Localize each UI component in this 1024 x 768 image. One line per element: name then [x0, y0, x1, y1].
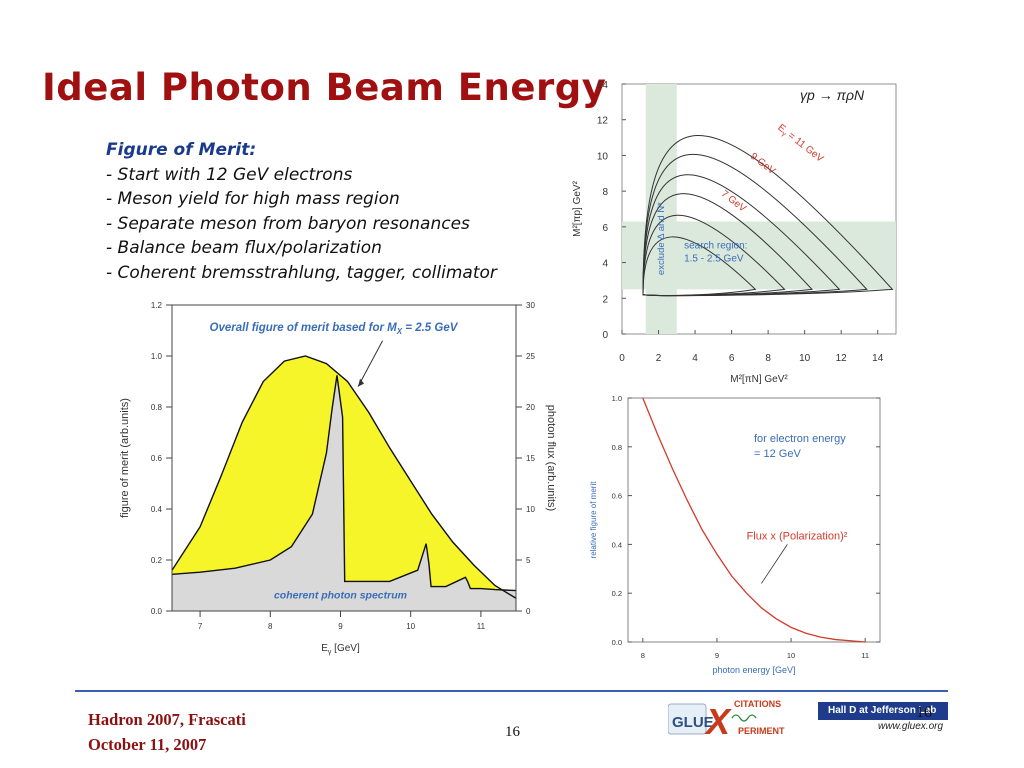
x-tick-label: 4	[692, 353, 698, 364]
y-tick-label: 10	[597, 151, 609, 162]
x-tick-label: 8	[765, 353, 771, 364]
exclude-label: exclude Δ and N*	[656, 202, 667, 275]
curve-pointer	[761, 544, 788, 584]
y-tick-label: 2	[602, 294, 608, 305]
y2-tick-label: 15	[526, 454, 535, 463]
slide-title: Ideal Photon Beam Energy	[42, 66, 607, 109]
y-tick-label: 0.0	[151, 607, 163, 616]
dalitz-contour	[642, 236, 757, 297]
flux-line	[171, 375, 517, 592]
gluex-logo: GLUE X CITATIONS PERIMENT	[668, 699, 785, 742]
footer-date: October 11, 2007	[88, 735, 207, 754]
x-tick-label: 10	[799, 353, 811, 364]
dalitz-reaction-label: γp → πρN	[800, 87, 865, 103]
x-axis-label: photon energy [GeV]	[712, 665, 795, 675]
curve-label: Flux x (Polarization)²	[747, 531, 848, 543]
footer-conference: Hadron 2007, Frascati	[88, 710, 246, 729]
exclude-band	[645, 84, 677, 334]
x-tick-label: 2	[656, 353, 662, 364]
y-tick-label: 0.8	[612, 443, 622, 452]
annotation-arrowhead	[358, 378, 365, 387]
x-tick-label: 12	[836, 353, 848, 364]
x-tick-label: 11	[477, 622, 486, 631]
y2-tick-label: 0	[526, 607, 531, 616]
y-tick-label: 4	[602, 259, 608, 270]
y-tick-label: 0.0	[612, 638, 622, 647]
halld-logo: Hall D at Jefferson Lab 16 www.gluex.org	[818, 698, 948, 738]
flux-pol-line	[642, 397, 866, 643]
y-tick-label: 6	[602, 223, 608, 234]
gluex-x-glyph: X	[704, 701, 732, 742]
bullet-item: Meson yield for high mass region	[106, 187, 497, 212]
annotation-arrow	[357, 340, 384, 387]
bullet-list: Figure of Merit: Start with 12 GeV elect…	[106, 138, 497, 285]
y2-tick-label: 30	[526, 301, 535, 310]
halld-banner: Hall D at Jefferson Lab	[818, 702, 948, 720]
y2-tick-label: 10	[526, 505, 535, 514]
electron-energy-value: = 12 GeV	[754, 448, 801, 460]
bullet-item: Separate meson from baryon resonances	[106, 212, 497, 237]
y-tick-label: 0.6	[612, 492, 622, 501]
x-tick-label: 11	[861, 651, 869, 660]
y-tick-label: 1.0	[151, 352, 163, 361]
footer-divider	[75, 690, 948, 692]
x-axis-label: M²[πN] GeV²	[730, 374, 788, 384]
search-region-range: 1.5 - 2.5 GeV	[684, 253, 744, 264]
y-axis-label: M²[πp] GeV²	[572, 180, 583, 236]
gluex-glue-text: GLUE	[672, 714, 714, 731]
electron-energy-label: for electron energy	[754, 433, 846, 445]
x-tick-label: 10	[406, 622, 415, 631]
bullet-item: Start with 12 GeV electrons	[106, 163, 497, 188]
x-tick-label: 8	[641, 651, 645, 660]
y-tick-label: 1.2	[151, 301, 163, 310]
page-number: 16	[505, 724, 520, 740]
y-tick-label: 14	[597, 80, 609, 91]
y-tick-label: 0.4	[151, 505, 163, 514]
y-tick-label: 0.6	[151, 454, 163, 463]
y-tick-label: 1.0	[612, 394, 622, 403]
gluex-periment-text: PERIMENT	[738, 726, 785, 736]
fom-chart-title: Overall figure of merit based for MX = 2…	[210, 322, 459, 336]
halld-url: www.gluex.org	[878, 721, 944, 732]
y-tick-label: 0	[602, 330, 608, 341]
fom-line	[171, 355, 517, 599]
x-axis-label: Eγ [GeV]	[321, 643, 360, 656]
y2-tick-label: 25	[526, 352, 535, 361]
footer-info: Hadron 2007, Frascati October 11, 2007	[88, 707, 246, 757]
y-axis-label: figure of merit (arb.units)	[119, 398, 131, 518]
x-tick-label: 0	[619, 353, 625, 364]
x-tick-label: 9	[715, 651, 719, 660]
y-tick-label: 12	[597, 116, 609, 127]
search-band	[622, 221, 896, 290]
search-region-label: search region:	[684, 240, 747, 251]
y2-axis-label: photon flux (arb.units)	[545, 405, 557, 511]
x-tick-label: 7	[198, 622, 203, 631]
y2-tick-label: 20	[526, 403, 535, 412]
flux-pol-chart: 0.0 0.2 0.4 0.6 0.8 1.0 8 9 10 11 for electron ene…	[589, 394, 881, 675]
x-tick-label: 8	[268, 622, 273, 631]
gluex-citations-text: CITATIONS	[734, 699, 781, 709]
x-tick-label: 6	[729, 353, 735, 364]
spectrum-label: coherent photon spectrum	[274, 589, 407, 601]
fom-chart: 0.0 0.2 0.4 0.6 0.8 1.0 1.2 0 5 10 15 20 25 30 7 8 9 10 11…	[119, 301, 557, 656]
bullet-item: Balance beam flux/polarization	[106, 236, 497, 261]
y-tick-label: 0.8	[151, 403, 163, 412]
y-axis-label: relative figure of merit	[589, 481, 598, 559]
halld-page-number: 16	[916, 704, 932, 721]
y-tick-label: 0.2	[612, 589, 622, 598]
y2-tick-label: 5	[526, 556, 531, 565]
bullet-item: Coherent bremsstrahlung, tagger, collima…	[106, 261, 497, 286]
x-tick-label: 14	[872, 353, 884, 364]
x-tick-label: 10	[787, 651, 795, 660]
y-tick-label: 8	[602, 187, 608, 198]
x-tick-label: 9	[338, 622, 343, 631]
y-tick-label: 0.2	[151, 556, 163, 565]
figure-of-merit-heading: Figure of Merit:	[106, 140, 257, 160]
y-tick-label: 0.4	[612, 540, 622, 549]
